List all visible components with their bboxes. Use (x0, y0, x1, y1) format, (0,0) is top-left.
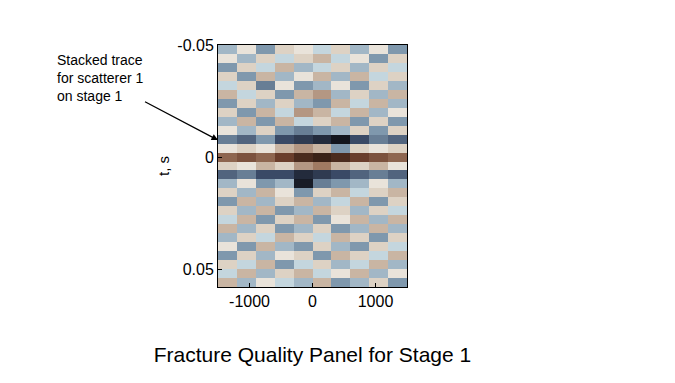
svg-text:Stacked tracefor scatterer 1on: Stacked tracefor scatterer 1on stage 1 (57, 52, 144, 104)
svg-text:1000: 1000 (358, 293, 394, 310)
svg-text:0.05: 0.05 (183, 261, 214, 278)
svg-text:0: 0 (205, 149, 214, 166)
svg-text:t, s: t, s (155, 156, 172, 176)
svg-text:-1000: -1000 (229, 293, 270, 310)
svg-text:Fracture Quality Panel for Sta: Fracture Quality Panel for Stage 1 (154, 343, 472, 366)
svg-text:0: 0 (308, 293, 317, 310)
svg-text:-0.05: -0.05 (177, 37, 214, 54)
